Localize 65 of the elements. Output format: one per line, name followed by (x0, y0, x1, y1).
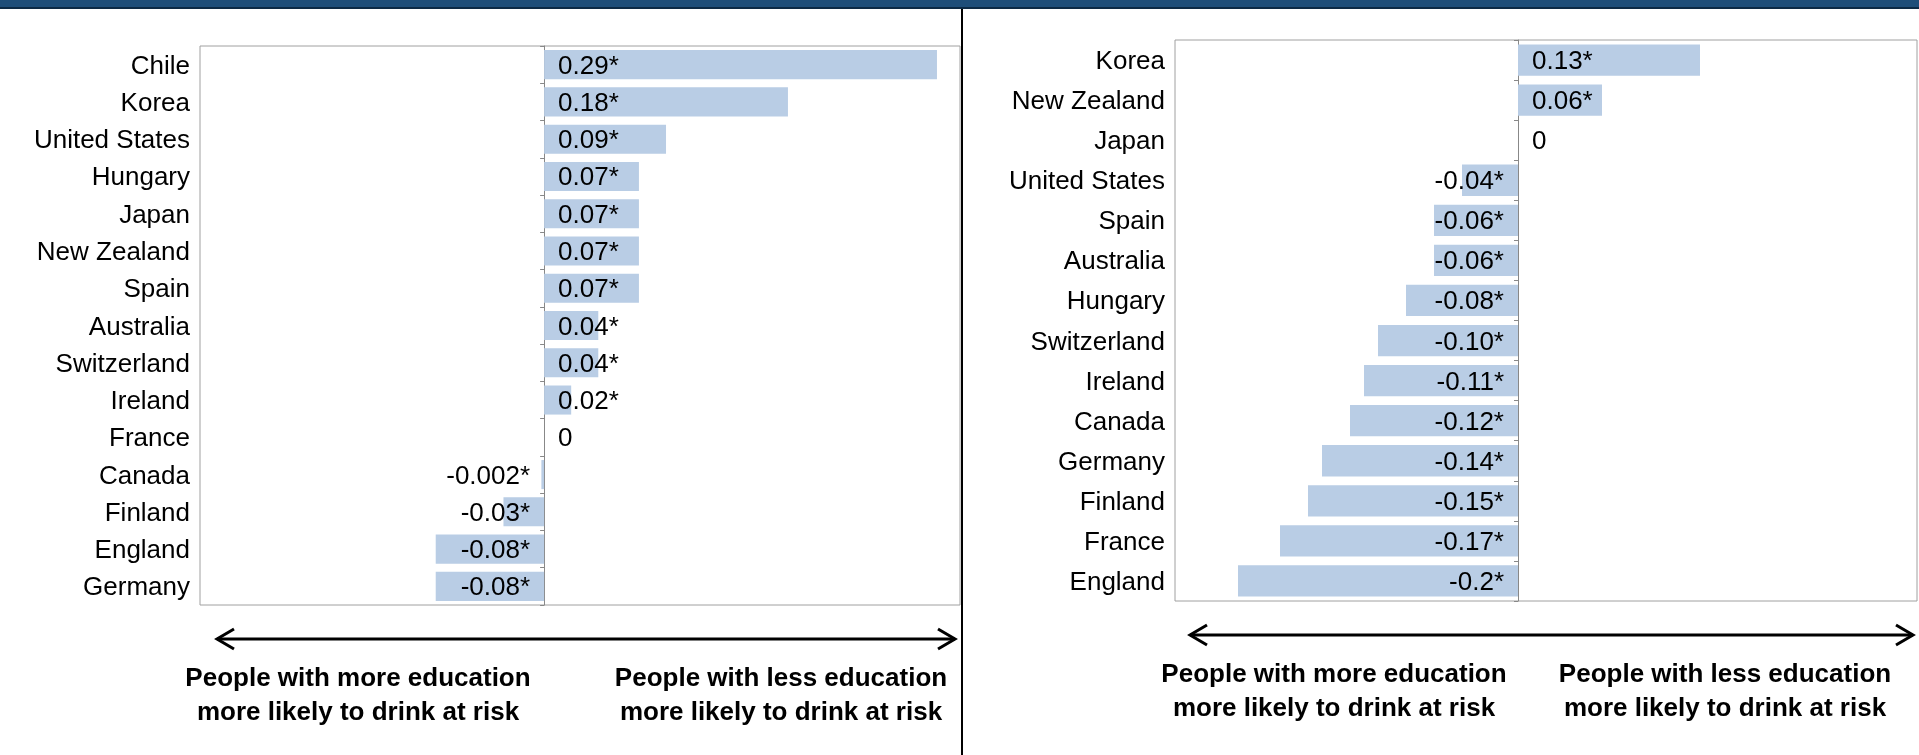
data-label: 0.07* (558, 161, 619, 192)
data-label: -0.002* (446, 459, 531, 490)
data-label: 0.07* (558, 235, 619, 266)
y-tick-label: Spain (1098, 205, 1165, 236)
y-tick-label: Canada (1073, 405, 1166, 436)
data-label: 0.04* (558, 347, 619, 378)
text: People with more education more likely to drink at risk (1160, 657, 1508, 724)
bar (544, 50, 937, 80)
data-label: 0.29* (558, 49, 619, 80)
y-tick-label: Switzerland (1030, 325, 1165, 356)
data-label: -0.15* (1434, 485, 1504, 516)
data-label: -0.17* (1434, 525, 1504, 556)
data-label: 0.09* (558, 124, 619, 155)
text: People with more education more likely to drink at risk (184, 661, 532, 728)
y-tick-label: New Zealand (36, 235, 190, 266)
y-tick-label: Ireland (1085, 365, 1165, 396)
bar (544, 87, 788, 117)
data-label: -0.11* (1436, 365, 1504, 396)
text: People with less education more likely to drink at risk (1557, 657, 1893, 724)
data-label: -0.06* (1434, 205, 1504, 236)
y-tick-label: Korea (1095, 45, 1166, 76)
y-tick-label: Hungary (1066, 285, 1165, 316)
y-tick-label: Canada (98, 459, 191, 490)
data-label: -0.12* (1434, 405, 1504, 436)
data-label: -0.06* (1434, 245, 1504, 276)
data-label: -0.14* (1434, 445, 1504, 476)
data-label: -0.2* (1449, 565, 1504, 596)
data-label: 0.07* (558, 198, 619, 229)
y-tick-label: Australia (88, 310, 191, 341)
y-tick-label: Ireland (110, 385, 190, 416)
y-tick-label: United States (33, 124, 190, 155)
data-label: -0.08* (1434, 285, 1504, 316)
data-label: -0.08* (460, 571, 531, 602)
data-label: 0 (558, 422, 573, 453)
text: People with less education more likely to drink at risk (613, 661, 949, 728)
data-label: -0.08* (460, 534, 531, 565)
y-tick-label: Australia (1063, 245, 1166, 276)
data-label: 0.07* (558, 273, 619, 304)
data-label: -0.10* (1434, 325, 1504, 356)
y-tick-label: Germany (1058, 445, 1165, 476)
y-tick-label: Germany (83, 571, 190, 602)
data-label: 0.04* (558, 310, 619, 341)
y-tick-label: England (1069, 565, 1165, 596)
y-tick-label: Chile (130, 49, 190, 80)
y-tick-label: France (1084, 525, 1165, 556)
y-tick-label: England (94, 534, 190, 565)
y-tick-label: Switzerland (55, 347, 190, 378)
y-tick-label: France (109, 422, 190, 453)
y-tick-label: Spain (123, 273, 190, 304)
y-tick-label: Japan (1094, 125, 1165, 156)
y-tick-label: Japan (119, 198, 190, 229)
y-tick-label: Hungary (91, 161, 190, 192)
y-tick-label: Korea (120, 86, 191, 117)
data-label: 0.13* (1532, 45, 1593, 76)
y-tick-label: Finland (1079, 485, 1165, 516)
y-tick-label: United States (1008, 165, 1165, 196)
data-label: 0.18* (558, 86, 619, 117)
data-label: 0.06* (1532, 85, 1593, 116)
data-label: 0.02* (558, 385, 619, 416)
data-label: -0.03* (460, 496, 531, 527)
y-tick-label: New Zealand (1011, 85, 1165, 116)
y-tick-label: Finland (104, 496, 190, 527)
bar (541, 460, 545, 490)
data-label: 0 (1532, 125, 1547, 156)
data-label: -0.04* (1434, 165, 1504, 196)
